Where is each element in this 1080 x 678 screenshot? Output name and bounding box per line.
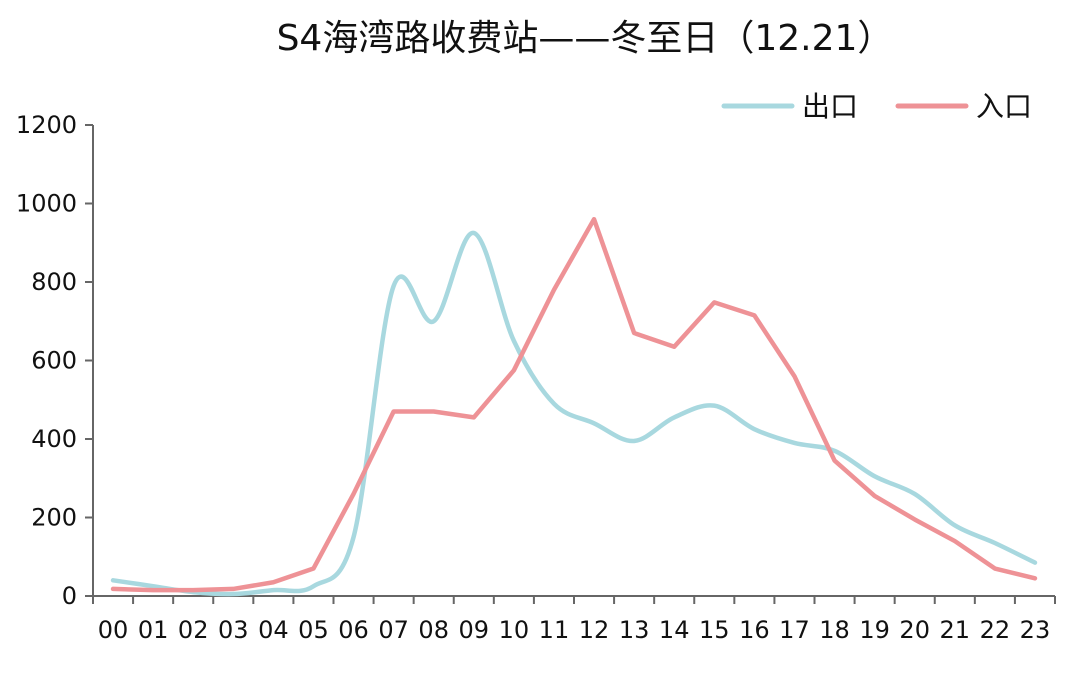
x-tick-label: 14 xyxy=(659,616,690,644)
x-tick-label: 13 xyxy=(619,616,650,644)
x-tick-label: 16 xyxy=(739,616,770,644)
chart-title: S4海湾路收费站——冬至日（12.21） xyxy=(277,18,894,59)
y-tick-label: 600 xyxy=(31,347,77,375)
x-tick-label: 08 xyxy=(418,616,449,644)
x-tick-label: 19 xyxy=(859,616,890,644)
y-tick-label: 0 xyxy=(62,582,77,610)
series-group xyxy=(110,216,1038,597)
y-tick-label: 1000 xyxy=(16,190,77,218)
y-tick-label: 1200 xyxy=(16,111,77,139)
legend-label: 出口 xyxy=(802,90,858,123)
x-tick-label: 12 xyxy=(579,616,610,644)
x-tick-label: 15 xyxy=(699,616,730,644)
x-tick-label: 18 xyxy=(819,616,850,644)
y-axis-ticks: 0 200 400 600 800 1000 1200 xyxy=(16,111,93,610)
x-tick-label: 21 xyxy=(940,616,971,644)
x-tick-label: 06 xyxy=(338,616,369,644)
series-line-entry xyxy=(110,216,1038,593)
x-tick-label: 02 xyxy=(178,616,209,644)
legend: 出口 入口 xyxy=(721,90,1032,123)
x-tick-label: 11 xyxy=(539,616,570,644)
x-tick-label: 01 xyxy=(138,616,169,644)
series-line-exit xyxy=(110,230,1038,597)
x-tick-label: 09 xyxy=(459,616,490,644)
x-tick-label: 04 xyxy=(258,616,289,644)
x-tick-label: 20 xyxy=(899,616,930,644)
x-tick-label: 10 xyxy=(499,616,530,644)
y-tick-label: 200 xyxy=(31,504,77,532)
x-tick-label: 23 xyxy=(1020,616,1051,644)
x-tick-label: 07 xyxy=(378,616,409,644)
legend-label: 入口 xyxy=(976,90,1032,123)
x-axis-ticks: 00 01 02 03 04 05 06 07 08 09 10 11 12 13 14 15 16 17 18 19… xyxy=(92,596,1056,644)
x-tick-label: 17 xyxy=(779,616,810,644)
x-tick-label: 05 xyxy=(298,616,329,644)
y-tick-label: 400 xyxy=(31,425,77,453)
y-tick-label: 800 xyxy=(31,268,77,296)
axes xyxy=(92,125,1055,597)
x-tick-label: 00 xyxy=(98,616,129,644)
x-tick-label: 03 xyxy=(218,616,249,644)
x-tick-label: 22 xyxy=(980,616,1011,644)
